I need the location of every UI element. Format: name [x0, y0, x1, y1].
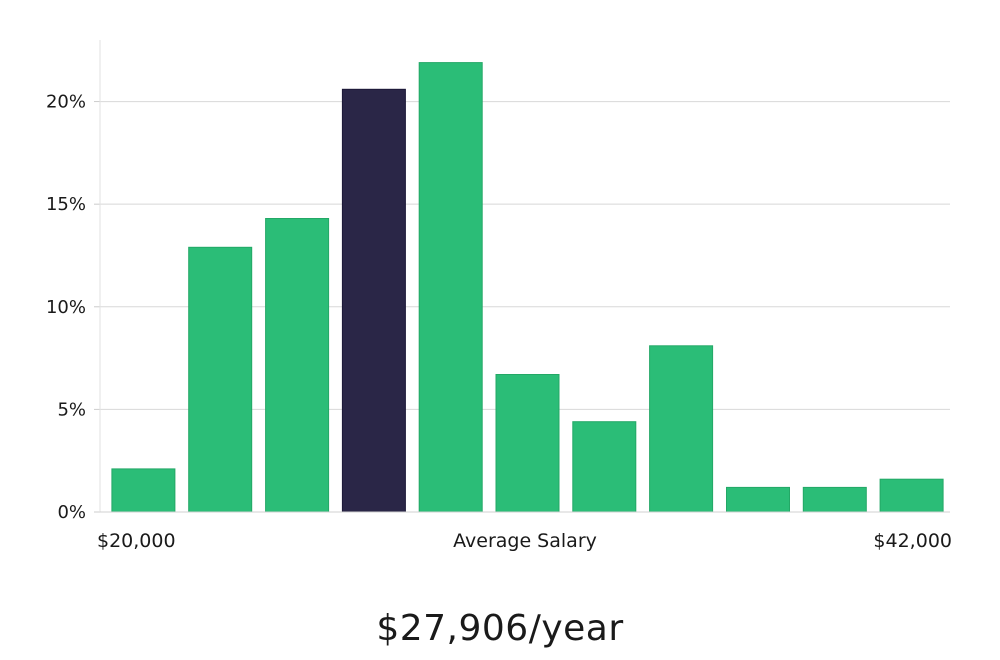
salary-histogram: 0% 5% 10% 15% 20% $20,000 Average Salary $42… [46, 40, 952, 552]
histogram-bar [418, 62, 483, 513]
x-min-label: $20,000 [97, 530, 176, 552]
y-tick-label: 0% [57, 502, 86, 523]
histogram-bar-highlighted [341, 88, 406, 513]
y-tick-label: 15% [46, 194, 86, 215]
x-axis-title: Average Salary [453, 530, 597, 552]
histogram-bar [265, 218, 330, 513]
histogram-bar [111, 468, 176, 513]
histogram-bar [188, 246, 253, 513]
y-tick-label: 10% [46, 297, 86, 318]
x-max-label: $42,000 [873, 530, 952, 552]
average-salary-label: $27,906/year [376, 608, 624, 649]
bars [111, 62, 944, 513]
histogram-bar [726, 486, 790, 513]
histogram-svg: 0% 5% 10% 15% 20% $20,000 Average Salary $42… [46, 40, 952, 552]
histogram-bar [802, 486, 867, 513]
y-tick-label: 5% [57, 399, 86, 420]
y-tick-labels: 0% 5% 10% 15% 20% [46, 92, 86, 523]
y-tick-label: 20% [46, 92, 86, 113]
axes [99, 40, 950, 513]
histogram-bar [649, 345, 714, 513]
histogram-bar [495, 374, 560, 513]
histogram-bar [879, 478, 944, 513]
histogram-bar [572, 421, 637, 513]
